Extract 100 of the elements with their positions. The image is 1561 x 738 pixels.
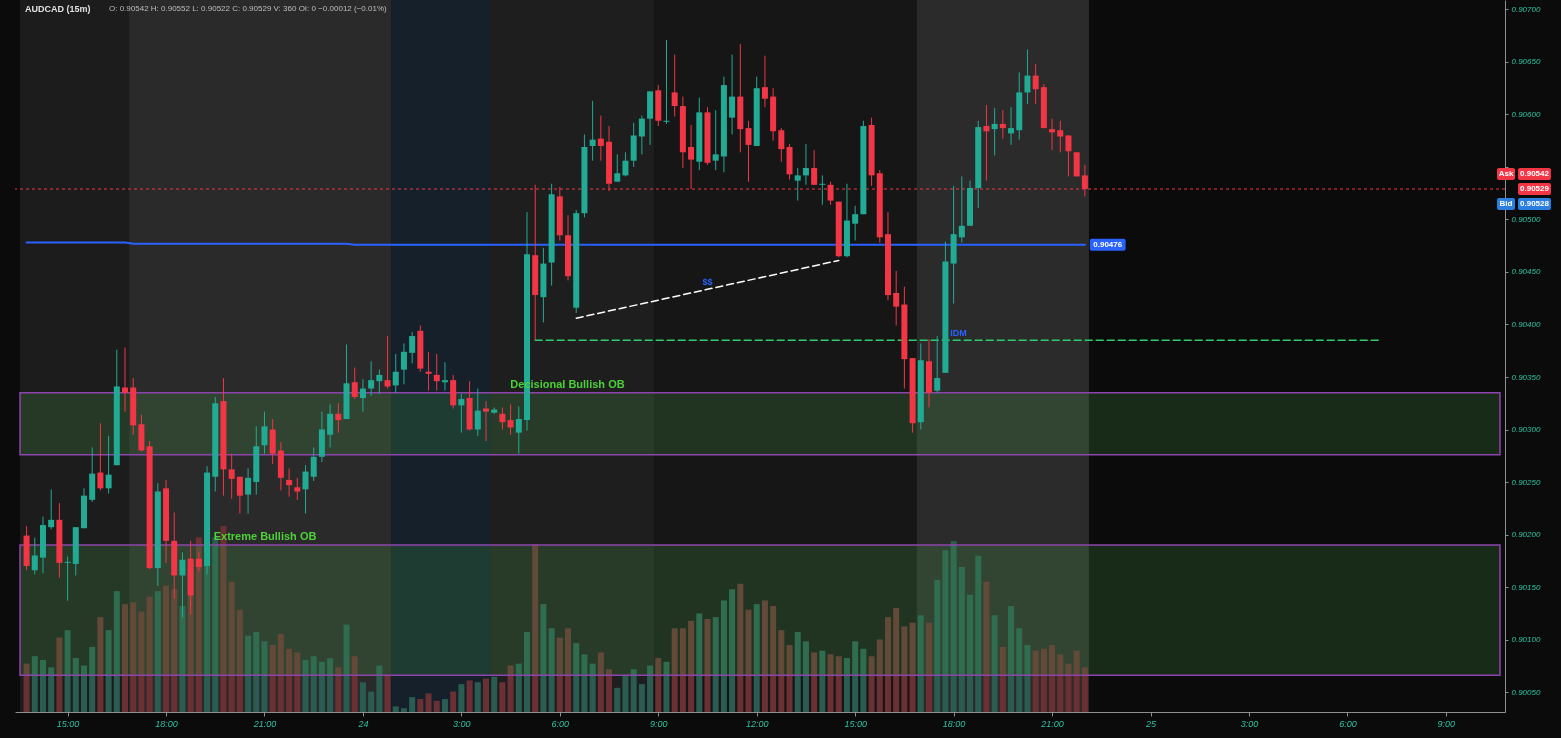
bar	[967, 594, 974, 712]
candlestick	[819, 174, 826, 206]
bar	[835, 656, 842, 712]
bar	[737, 583, 744, 712]
candlestick	[48, 488, 55, 530]
bar	[917, 615, 924, 712]
bar	[909, 622, 916, 712]
bar	[770, 605, 777, 712]
candlestick	[122, 347, 129, 413]
bar	[154, 591, 161, 712]
candlestick	[729, 54, 736, 135]
bar	[351, 656, 358, 712]
y-tick-label: 0.90500	[1511, 214, 1541, 224]
bar	[64, 630, 71, 712]
bar	[663, 661, 670, 712]
bar	[876, 639, 883, 712]
bar	[310, 656, 317, 712]
candlestick	[663, 39, 670, 125]
candlestick	[811, 149, 818, 186]
bar	[704, 619, 711, 712]
bar	[1065, 663, 1072, 712]
candlestick	[400, 342, 407, 385]
bar	[556, 637, 563, 712]
bar	[80, 665, 87, 712]
bar	[195, 537, 202, 712]
chart-title: AUDCAD (15m)	[25, 4, 91, 14]
y-tick-label: 0.90250	[1511, 477, 1541, 487]
bar	[1016, 628, 1023, 712]
bar	[228, 581, 235, 712]
candlestick	[335, 402, 342, 434]
candlestick	[1049, 118, 1056, 151]
bar	[72, 658, 79, 712]
bar	[294, 652, 301, 712]
bar	[688, 620, 695, 712]
candlestick	[433, 353, 440, 392]
bar	[778, 630, 785, 712]
bar	[696, 613, 703, 712]
candlestick	[745, 120, 752, 183]
x-tick-label: 9:00	[1437, 718, 1456, 729]
bar	[302, 659, 309, 712]
bar	[581, 654, 588, 712]
bar	[409, 697, 416, 712]
candlestick	[991, 107, 998, 156]
bar	[811, 652, 818, 712]
y-tick-label: 0.90700	[1511, 4, 1541, 14]
bar	[606, 669, 613, 712]
bar	[400, 708, 407, 712]
candlestick	[597, 115, 604, 162]
candlestick	[245, 467, 252, 515]
bar	[589, 663, 596, 712]
bar	[983, 581, 990, 712]
candlestick	[638, 115, 645, 155]
bar	[359, 682, 366, 712]
bar	[1081, 667, 1088, 712]
bar	[852, 641, 859, 712]
text: 0.90542	[1520, 169, 1550, 179]
bar	[89, 646, 96, 712]
bar	[31, 656, 38, 712]
candlestick	[327, 403, 334, 448]
annotation: $$	[702, 276, 713, 287]
bar	[327, 658, 334, 712]
annotation: Extreme Bullish OB	[213, 530, 317, 543]
bar	[113, 591, 120, 712]
bar	[179, 605, 186, 712]
candlestick	[368, 360, 375, 397]
bar	[614, 687, 621, 712]
bar	[39, 659, 46, 712]
bar	[368, 691, 375, 712]
candlestick	[97, 422, 104, 491]
candlestick	[376, 369, 383, 395]
bar	[934, 579, 941, 712]
candlestick	[1057, 120, 1064, 153]
x-tick-label: 15:00	[56, 718, 80, 729]
bar	[466, 680, 473, 712]
bar	[458, 684, 465, 712]
candlestick	[64, 556, 71, 602]
bar	[926, 622, 932, 712]
bar	[565, 628, 572, 712]
bar	[548, 628, 555, 712]
bar	[647, 665, 654, 712]
bar	[269, 645, 276, 712]
candlestick	[589, 100, 596, 162]
bar	[450, 691, 457, 712]
bar	[860, 648, 867, 712]
bar	[827, 654, 834, 712]
y-tick-label: 0.90050	[1511, 687, 1541, 697]
bar	[253, 632, 260, 712]
bar	[56, 637, 63, 712]
bar	[794, 632, 801, 712]
annotation: Bid	[1499, 199, 1513, 209]
annotation: Ask	[1498, 169, 1514, 179]
bar	[753, 604, 760, 712]
x-tick-label: 25	[1145, 718, 1158, 729]
candlestick	[228, 453, 235, 500]
bar	[868, 656, 875, 712]
bar	[392, 706, 399, 712]
bar	[901, 626, 908, 712]
bar	[638, 684, 645, 712]
candlestick	[802, 143, 809, 186]
bar	[23, 663, 30, 712]
